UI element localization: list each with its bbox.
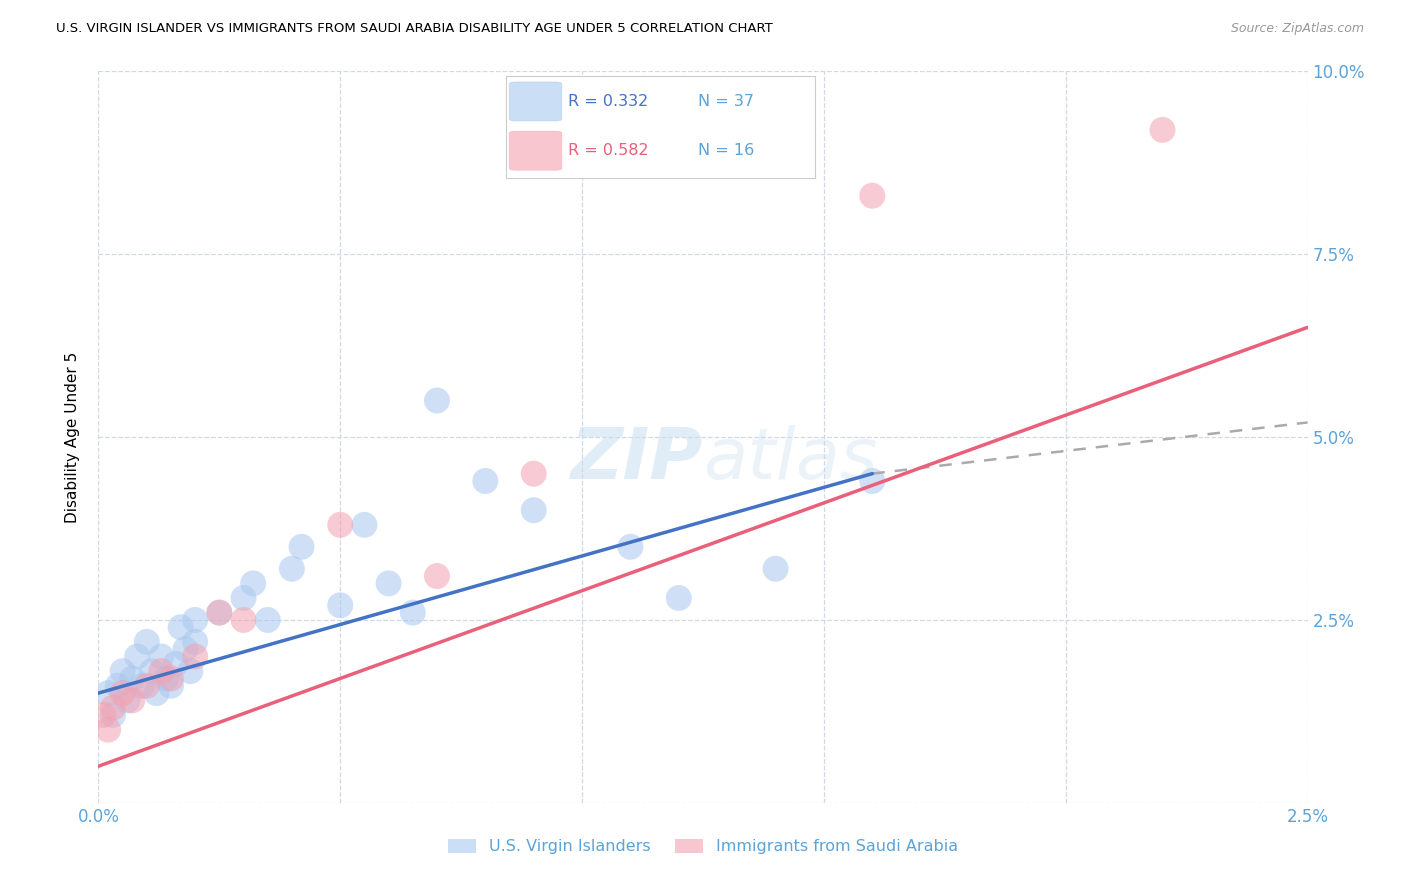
- Point: [127, 649, 149, 664]
- Point: [377, 576, 399, 591]
- Point: [242, 576, 264, 591]
- Point: [619, 540, 641, 554]
- Text: R = 0.582: R = 0.582: [568, 144, 648, 158]
- Point: [121, 672, 143, 686]
- Point: [426, 393, 449, 408]
- Point: [101, 708, 124, 723]
- Point: [121, 693, 143, 707]
- Point: [329, 517, 352, 532]
- Point: [107, 679, 129, 693]
- Point: [150, 649, 173, 664]
- Point: [101, 700, 124, 714]
- Point: [179, 664, 201, 678]
- Text: atlas: atlas: [703, 425, 877, 493]
- Text: U.S. VIRGIN ISLANDER VS IMMIGRANTS FROM SAUDI ARABIA DISABILITY AGE UNDER 5 CORR: U.S. VIRGIN ISLANDER VS IMMIGRANTS FROM …: [56, 22, 773, 36]
- Point: [111, 686, 134, 700]
- Point: [402, 606, 425, 620]
- Point: [232, 591, 254, 605]
- Point: [329, 599, 352, 613]
- Point: [208, 606, 231, 620]
- Text: R = 0.332: R = 0.332: [568, 94, 648, 109]
- Point: [184, 635, 207, 649]
- Point: [160, 672, 183, 686]
- FancyBboxPatch shape: [509, 131, 562, 170]
- Point: [668, 591, 690, 605]
- Point: [91, 708, 114, 723]
- Point: [353, 517, 375, 532]
- Point: [208, 606, 231, 620]
- Point: [117, 693, 139, 707]
- Point: [523, 467, 546, 481]
- Y-axis label: Disability Age Under 5: Disability Age Under 5: [65, 351, 80, 523]
- Point: [145, 686, 167, 700]
- Point: [860, 474, 883, 488]
- Point: [860, 188, 883, 202]
- Point: [111, 664, 134, 678]
- Point: [150, 664, 173, 678]
- Point: [155, 672, 177, 686]
- Text: Source: ZipAtlas.com: Source: ZipAtlas.com: [1230, 22, 1364, 36]
- Text: N = 16: N = 16: [697, 144, 754, 158]
- Point: [97, 686, 120, 700]
- FancyBboxPatch shape: [509, 82, 562, 121]
- Point: [165, 657, 187, 671]
- Point: [290, 540, 312, 554]
- Point: [131, 679, 153, 693]
- Legend: U.S. Virgin Islanders, Immigrants from Saudi Arabia: U.S. Virgin Islanders, Immigrants from S…: [441, 832, 965, 861]
- Point: [135, 679, 157, 693]
- Point: [174, 642, 197, 657]
- Point: [169, 620, 191, 634]
- Point: [523, 503, 546, 517]
- Point: [141, 664, 163, 678]
- Text: ZIP: ZIP: [571, 425, 703, 493]
- Point: [97, 723, 120, 737]
- Point: [256, 613, 278, 627]
- Text: N = 37: N = 37: [697, 94, 754, 109]
- Point: [281, 562, 304, 576]
- Point: [474, 474, 496, 488]
- Point: [160, 679, 183, 693]
- Point: [135, 635, 157, 649]
- Point: [184, 649, 207, 664]
- Point: [765, 562, 787, 576]
- Point: [1152, 123, 1174, 137]
- Point: [232, 613, 254, 627]
- Point: [184, 613, 207, 627]
- Point: [426, 569, 449, 583]
